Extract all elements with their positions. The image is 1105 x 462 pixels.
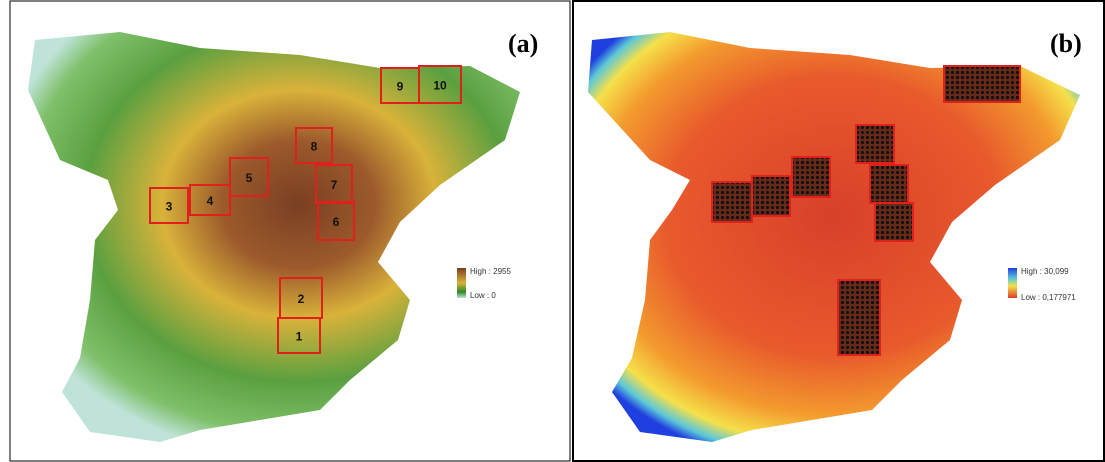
study-box — [875, 203, 913, 241]
box-number: 9 — [397, 80, 404, 94]
box-number: 4 — [207, 194, 214, 208]
legend-swatch — [457, 268, 466, 298]
map-elevation — [28, 32, 520, 442]
study-box — [870, 165, 908, 203]
study-box — [792, 157, 830, 197]
study-box — [838, 280, 880, 355]
panel-label: (b) — [1050, 29, 1082, 58]
study-box — [856, 125, 894, 163]
box-number: 10 — [433, 79, 447, 93]
box-number: 3 — [166, 200, 173, 214]
box-number: 1 — [296, 330, 303, 344]
legend-high: High : 30,099 — [1021, 267, 1069, 276]
figure: 1 2 3 4 5 6 7 8 9 10 High : 2955 Low : 0 High : 3… — [0, 0, 1105, 462]
legend-high: High : 2955 — [470, 267, 511, 276]
box-number: 7 — [331, 178, 338, 192]
box-number: 8 — [311, 140, 318, 154]
study-box — [712, 182, 752, 222]
panel-label: (a) — [508, 29, 538, 58]
box-number: 2 — [298, 292, 305, 306]
study-box — [944, 66, 1020, 102]
legend-low: Low : 0 — [470, 291, 496, 300]
legend-swatch — [1008, 268, 1017, 298]
box-number: 6 — [333, 215, 340, 229]
legend-low: Low : 0,177971 — [1021, 293, 1076, 302]
study-box — [752, 176, 790, 216]
box-number: 5 — [246, 171, 253, 185]
